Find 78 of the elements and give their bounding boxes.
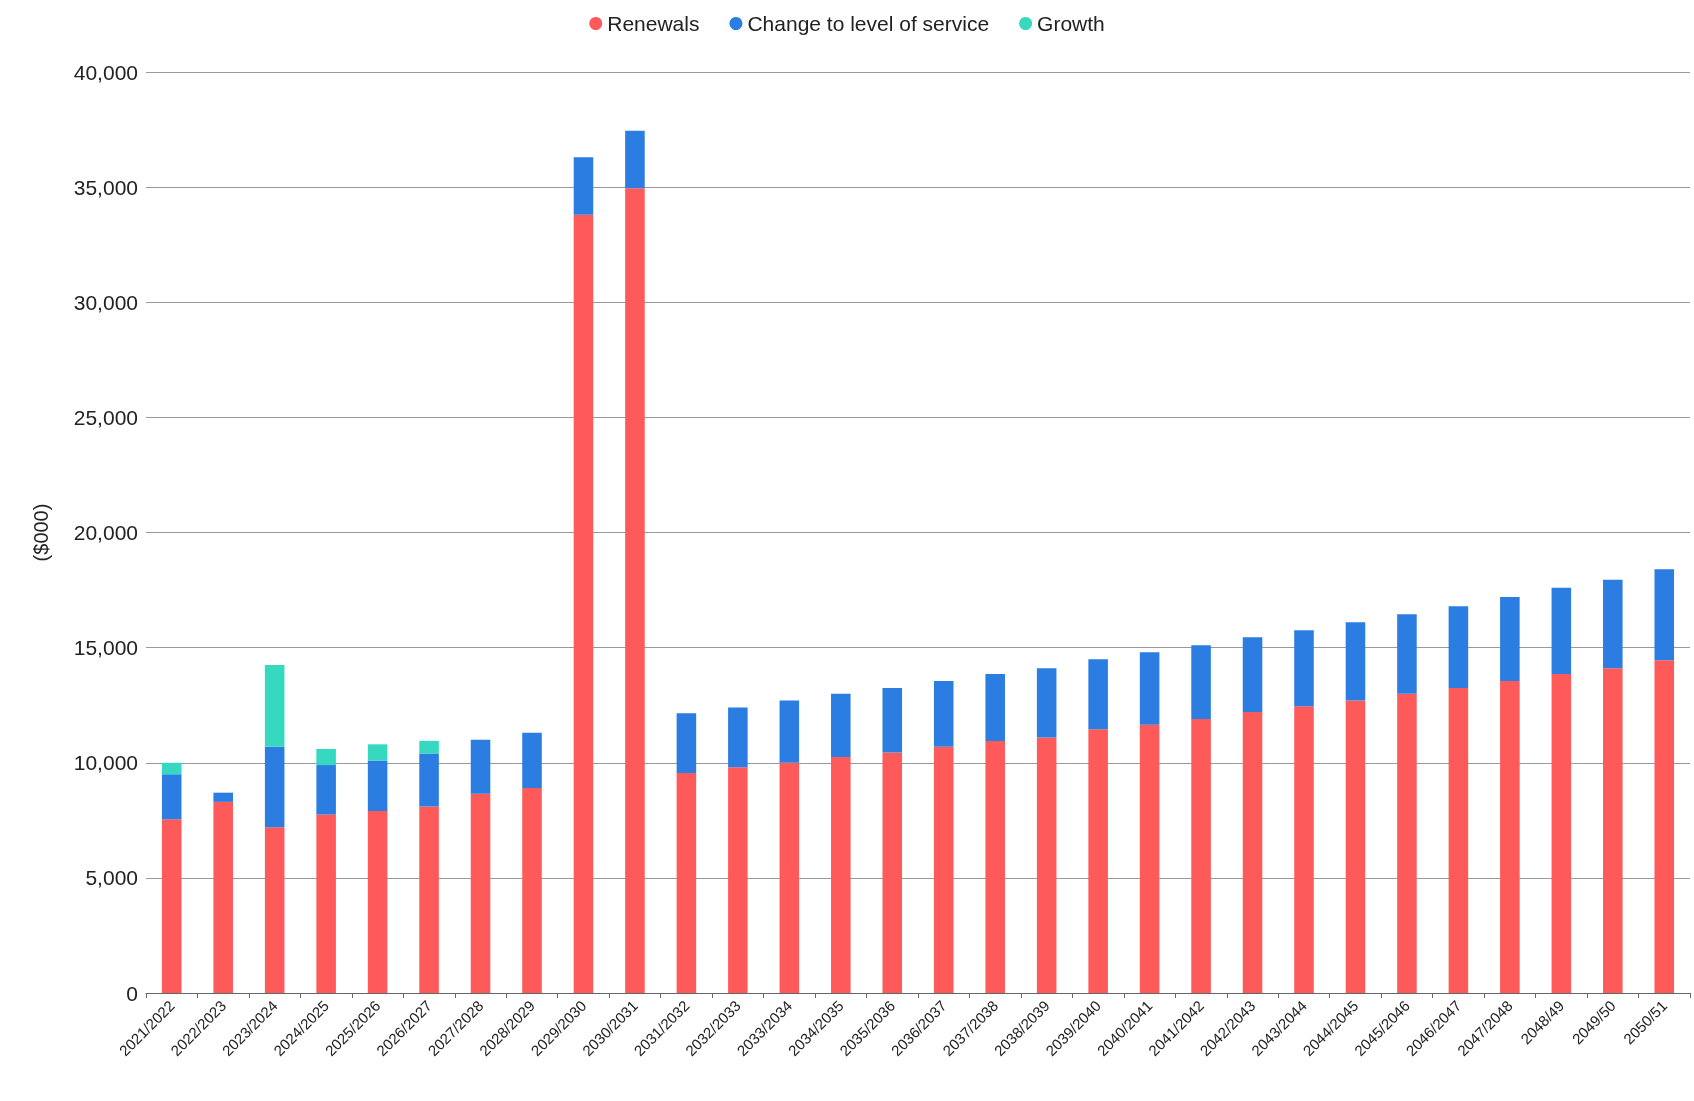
bar [213,792,233,802]
bar [1345,622,1366,701]
bar [1551,674,1572,993]
bar [985,740,1005,993]
bar [728,767,748,993]
bar [1088,729,1108,993]
bar [161,762,182,775]
bar [213,801,233,993]
bar [1036,737,1057,993]
bar [933,681,954,747]
bar [676,773,697,993]
bar [1397,614,1417,694]
bar [264,827,285,993]
bar [882,752,903,993]
bar [676,713,697,774]
bar [1654,660,1675,993]
y-tick-label: 10,000 [73,751,138,775]
bar [831,693,851,757]
bar [419,806,439,993]
bar [1242,637,1263,713]
y-tick-label: 40,000 [73,60,138,84]
bar [1397,693,1417,993]
bar [1551,587,1572,675]
bar [1242,712,1263,993]
bar [470,739,491,794]
legend-label: Change to level of service [747,12,990,35]
bar [522,788,542,993]
bar [1345,700,1366,993]
y-tick-label: 30,000 [73,290,138,314]
bar [419,740,439,754]
y-tick-label: 5,000 [85,866,138,890]
bar [522,732,542,789]
bar [316,814,336,993]
bar [1654,569,1675,661]
bar [573,214,594,993]
legend-label: Growth [1037,12,1105,35]
bar [933,746,954,993]
bar [264,664,285,747]
bar [1294,706,1314,993]
bar [1139,724,1160,993]
bar [316,765,336,815]
y-tick-label: 35,000 [73,175,138,199]
bar [161,819,182,993]
bar [1448,606,1469,688]
bar [1603,668,1623,993]
bar [264,746,285,828]
y-tick-label: 15,000 [73,636,138,660]
bar [1191,645,1211,719]
bar [1500,596,1520,682]
bar [1139,652,1160,725]
bar [1294,630,1314,707]
bar [1088,659,1108,730]
bar [1500,681,1520,993]
bar [985,674,1005,741]
legend-label: Renewals [607,12,700,35]
bar [367,811,388,993]
bar [779,762,800,993]
bar [470,793,491,993]
bar [316,748,336,766]
bar [625,188,645,993]
bar [1036,668,1057,738]
bar [831,756,851,993]
bar [779,700,800,763]
y-tick-label: 20,000 [73,521,138,544]
bar [625,130,645,189]
bar [573,157,594,215]
bar [882,687,903,753]
bar [367,760,388,812]
bar [161,774,182,820]
bar [728,707,748,768]
y-tick-label: 25,000 [73,405,138,429]
y-tick-label: 0 [126,981,138,1005]
bar [419,753,439,807]
bar [1603,579,1623,669]
bar [367,744,388,761]
bar [1448,687,1469,993]
bar [1191,719,1211,993]
y-axis-title: ($000) [30,503,52,562]
